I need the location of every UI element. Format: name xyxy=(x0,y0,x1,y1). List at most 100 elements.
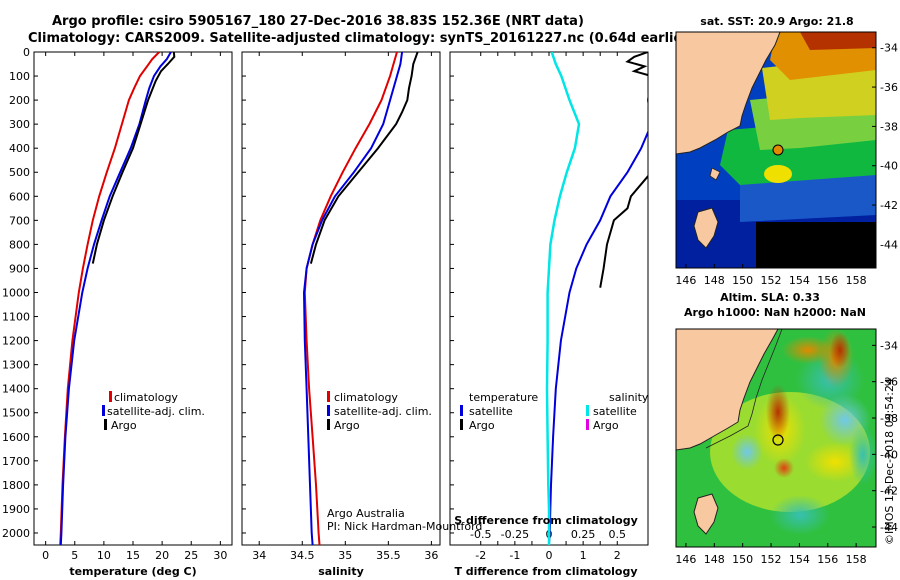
lat-tick-label: -44 xyxy=(880,521,898,534)
sst-map-title: sat. SST: 20.9 Argo: 21.8 xyxy=(700,15,853,28)
x-tick-label: 34.5 xyxy=(290,549,315,562)
legend-swatch-t-argo xyxy=(460,419,463,430)
sst-land-tasmania xyxy=(693,207,719,249)
lon-tick-label: 158 xyxy=(846,274,867,287)
temp-series-satellite-adj-clim xyxy=(59,52,172,545)
lon-tick-label: 148 xyxy=(704,553,725,566)
depth-tick-label: 300 xyxy=(9,118,30,131)
x-tick-label: -2 xyxy=(475,549,486,562)
diff-series-t-argo xyxy=(599,52,648,288)
lat-tick-label: -36 xyxy=(880,81,898,94)
depth-tick-label: 1800 xyxy=(2,479,30,492)
legend-swatch-t-satellite xyxy=(460,405,463,416)
lat-tick-label: -40 xyxy=(880,448,898,461)
legend-label-climatology: climatology xyxy=(114,391,178,404)
salinity-panel-frame xyxy=(241,51,441,546)
sla-high-blob xyxy=(830,332,850,368)
depth-tick-label: 1500 xyxy=(2,407,30,420)
depth-tick-label: 1200 xyxy=(2,335,30,348)
lon-tick-label: 146 xyxy=(675,553,696,566)
lon-tick-label: 154 xyxy=(789,553,810,566)
legend-title-salinity: salinity xyxy=(609,391,649,404)
lat-tick-label: -34 xyxy=(880,42,898,55)
s-diff-tick-label: -0.25 xyxy=(501,528,529,541)
lat-tick-label: -38 xyxy=(880,120,898,133)
legend-label-argo: Argo xyxy=(334,419,360,432)
depth-tick-label: 400 xyxy=(9,142,30,155)
temperature-legend: climatology satellite-adj. clim. Argo xyxy=(102,391,205,432)
sst-map-frame xyxy=(675,31,877,269)
depth-tick-label: 200 xyxy=(9,94,30,107)
legend-swatch-climatology xyxy=(109,391,112,402)
s-difference-axis-label: S difference from climatology xyxy=(454,514,638,527)
lon-tick-label: 150 xyxy=(732,274,753,287)
diff-series-s-satellite xyxy=(545,52,581,545)
sla-argo-marker xyxy=(772,434,784,446)
sla-map xyxy=(676,329,876,547)
lat-tick-label: -40 xyxy=(880,160,898,173)
sal-series-group xyxy=(302,52,419,545)
t-difference-axis-label: T difference from climatology xyxy=(454,565,637,578)
x-tick-label: 20 xyxy=(155,549,169,562)
x-tick-label: 0 xyxy=(42,549,49,562)
salinity-axis-label: salinity xyxy=(318,565,364,578)
legend-label-climatology: climatology xyxy=(334,391,398,404)
depth-tick-label: 1000 xyxy=(2,286,30,299)
sst-argo-marker xyxy=(772,144,784,156)
depth-tick-label: 900 xyxy=(9,262,30,275)
x-tick-label: 36 xyxy=(424,549,438,562)
lon-tick-label: 150 xyxy=(732,553,753,566)
sst-nodata-area xyxy=(756,222,876,268)
sla-land-australia xyxy=(676,329,779,451)
sst-warm-eddy xyxy=(764,165,792,183)
legend-label-argo: Argo xyxy=(111,419,137,432)
lon-tick-label: 154 xyxy=(789,274,810,287)
x-tick-label: 2 xyxy=(614,549,621,562)
depth-tick-label: 1300 xyxy=(2,359,30,372)
sst-map-ticks: 146 148 150 152 154 156 158 -34 -36 -38 -40 -42 -44 xyxy=(675,42,898,287)
depth-tick-label: 1100 xyxy=(2,311,30,324)
lon-tick-label: 156 xyxy=(817,553,838,566)
lon-tick-label: 152 xyxy=(761,553,782,566)
sal-series-satellite-adj-clim xyxy=(302,52,404,545)
temp-series-argo xyxy=(91,52,176,264)
sla-high-blob xyxy=(774,458,794,478)
depth-tick-label: 800 xyxy=(9,238,30,251)
temp-series-group xyxy=(59,52,176,545)
lat-tick-label: -34 xyxy=(880,339,898,352)
temperature-profile-plot: 0100200300400500600700800900100011001200… xyxy=(2,46,227,562)
lon-tick-label: 146 xyxy=(675,274,696,287)
legend-swatch-argo xyxy=(104,419,107,430)
lon-tick-label: 158 xyxy=(846,553,867,566)
credit-org: Argo Australia xyxy=(327,507,405,520)
sla-map-ticks: 146 148 150 152 154 156 158 -34 -36 -38 -40 -42 -44 xyxy=(675,339,898,566)
depth-tick-label: 0 xyxy=(23,46,30,59)
legend-swatch-s-argo xyxy=(586,419,589,430)
depth-tick-label: 600 xyxy=(9,190,30,203)
sla-low-blob xyxy=(731,434,763,470)
legend-label-t-satellite: satellite xyxy=(469,405,513,418)
credit-pi: PI: Nick Hardman-Mountford xyxy=(327,520,482,533)
x-tick-label: 0 xyxy=(546,549,553,562)
salinity-profile-plot: 34 34.5 35 35.5 36 xyxy=(242,51,438,562)
difference-profile-plot: -2 -1 0 1 2-0.5 -0.25 0 0.25 0.5 xyxy=(450,51,648,562)
title-line-2: Climatology: CARS2009. Satellite-adjuste… xyxy=(28,31,695,46)
s-diff-tick-label: 0.5 xyxy=(609,528,627,541)
legend-label-satellite: satellite-adj. clim. xyxy=(334,405,432,418)
sla-high-blob xyxy=(766,384,790,440)
sla-low-blob xyxy=(770,495,830,535)
sst-map xyxy=(676,32,876,268)
x-tick-label: 15 xyxy=(126,549,140,562)
sst-hottest-water xyxy=(800,32,876,50)
s-diff-tick-label: -0.5 xyxy=(470,528,491,541)
legend-label-t-argo: Argo xyxy=(469,419,495,432)
sla-depth-contour xyxy=(705,329,783,449)
legend-swatch-argo xyxy=(327,419,330,430)
legend-swatch-s-satellite xyxy=(586,405,589,416)
depth-tick-label: 100 xyxy=(9,70,30,83)
sla-land-tasmania xyxy=(693,493,719,535)
sla-map-frame xyxy=(675,328,877,548)
sal-series-argo xyxy=(309,52,419,264)
temperature-axis-label: temperature (deg C) xyxy=(69,565,196,578)
